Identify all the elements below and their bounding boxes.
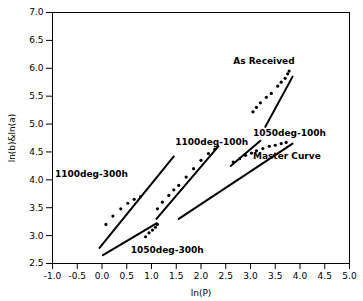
svg-text:-1.0: -1.0	[44, 271, 62, 281]
svg-text:1.5: 1.5	[169, 271, 183, 281]
svg-text:3.5: 3.5	[268, 271, 282, 281]
svg-text:As Received: As Received	[233, 56, 294, 66]
svg-text:3.0: 3.0	[29, 230, 44, 240]
svg-text:1050deg-100h: 1050deg-100h	[253, 128, 326, 138]
svg-text:ln(P): ln(P)	[191, 288, 212, 298]
svg-text:1100deg-300h: 1100deg-300h	[55, 169, 128, 179]
svg-text:3.0: 3.0	[243, 271, 258, 281]
svg-text:5.0: 5.0	[29, 119, 44, 129]
svg-text:7.0: 7.0	[29, 7, 44, 17]
svg-text:0.0: 0.0	[95, 271, 110, 281]
svg-text:ln(b)&ln(a): ln(b)&ln(a)	[7, 114, 17, 163]
svg-text:6.5: 6.5	[29, 35, 43, 45]
svg-text:2.5: 2.5	[29, 258, 43, 268]
svg-text:6.0: 6.0	[29, 63, 44, 73]
svg-text:5.5: 5.5	[29, 91, 43, 101]
svg-text:4.5: 4.5	[318, 271, 332, 281]
svg-text:0.5: 0.5	[120, 271, 134, 281]
svg-text:1050deg-300h: 1050deg-300h	[131, 245, 204, 255]
svg-text:Master Curve: Master Curve	[253, 151, 321, 161]
svg-text:1100deg-100h: 1100deg-100h	[175, 137, 248, 147]
svg-text:4.0: 4.0	[293, 271, 308, 281]
svg-text:2.5: 2.5	[219, 271, 233, 281]
svg-text:-0.5: -0.5	[68, 271, 86, 281]
svg-text:3.5: 3.5	[29, 203, 43, 213]
svg-text:2.0: 2.0	[194, 271, 209, 281]
svg-text:4.0: 4.0	[29, 175, 44, 185]
svg-text:4.5: 4.5	[29, 147, 43, 157]
svg-text:1.0: 1.0	[144, 271, 159, 281]
svg-text:5.0: 5.0	[342, 271, 357, 281]
